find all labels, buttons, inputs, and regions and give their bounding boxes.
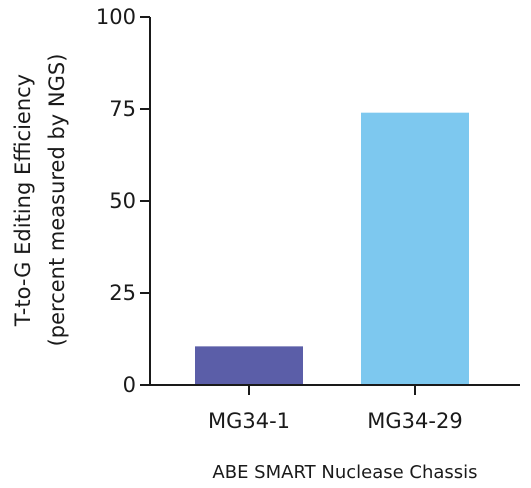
y-axis: 0 25 50 75 100: [96, 5, 151, 397]
bar-mg34-1: [195, 346, 303, 385]
bar-mg34-29: [361, 112, 469, 386]
y-axis-title: T-to-G Editing Efficiency: [11, 74, 35, 327]
y-tick-label: 75: [109, 97, 136, 121]
y-axis-title-group: T-to-G Editing Efficiency (percent measu…: [11, 54, 69, 347]
y-axis-subtitle: (percent measured by NGS): [45, 54, 69, 347]
x-tick-label: MG34-29: [367, 409, 462, 433]
x-tick-label: MG34-1: [208, 409, 290, 433]
y-tick-label: 25: [109, 281, 136, 305]
x-axis-title: ABE SMART Nuclease Chassis: [212, 462, 477, 483]
bars-group: [195, 112, 469, 386]
y-tick-label: 50: [109, 189, 136, 213]
x-axis: MG34-1 MG34-29: [150, 384, 520, 433]
y-tick-label: 0: [123, 373, 136, 397]
y-tick-label: 100: [96, 5, 136, 29]
